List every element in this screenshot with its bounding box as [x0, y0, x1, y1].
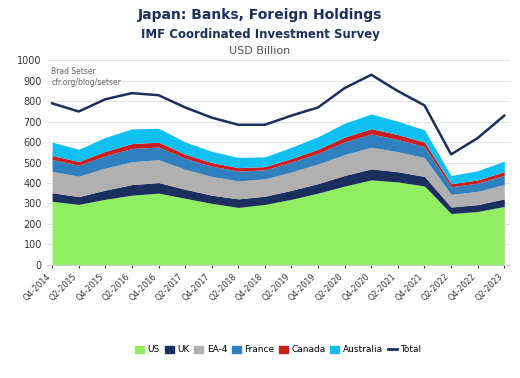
Legend: US, UK, EA-4, France, Canada, Australia, Total: US, UK, EA-4, France, Canada, Australia,… — [132, 342, 425, 358]
Text: IMF Coordinated Investment Survey: IMF Coordinated Investment Survey — [140, 28, 380, 41]
Text: USD Billion: USD Billion — [229, 46, 291, 56]
Text: Japan: Banks, Foreign Holdings: Japan: Banks, Foreign Holdings — [138, 8, 382, 22]
Text: Brad Setser
cfr.org/blog/setser: Brad Setser cfr.org/blog/setser — [51, 67, 121, 87]
